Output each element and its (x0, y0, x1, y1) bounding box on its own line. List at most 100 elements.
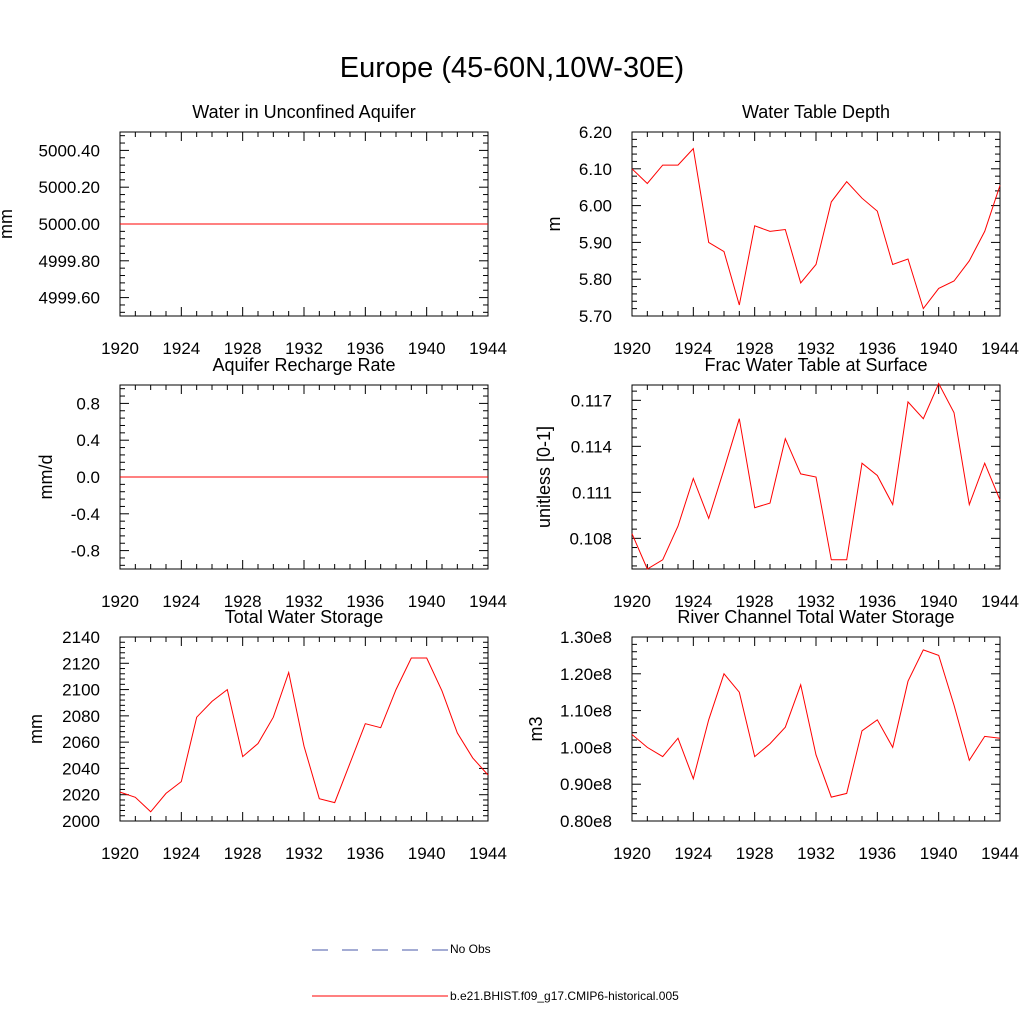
panel-title: River Channel Total Water Storage (677, 607, 954, 627)
series-line (631, 382, 1001, 570)
y-tick-label: 4999.80 (39, 252, 100, 271)
x-tick-label: 1932 (797, 844, 835, 863)
y-tick-label: 0.108 (569, 529, 612, 548)
y-tick-label: 2000 (62, 812, 100, 831)
x-tick-label: 1928 (224, 339, 262, 358)
x-tick-label: 1940 (920, 844, 958, 863)
x-tick-label: 1920 (101, 592, 139, 611)
y-tick-label: 2100 (62, 681, 100, 700)
y-tick-label: -0.8 (71, 542, 100, 561)
figure-title: Europe (45-60N,10W-30E) (339, 52, 685, 84)
x-tick-label: 1928 (224, 592, 262, 611)
y-tick-label: 6.20 (579, 123, 612, 142)
x-tick-label: 1924 (674, 592, 712, 611)
x-tick-label: 1932 (797, 592, 835, 611)
x-tick-label: 1936 (858, 339, 896, 358)
x-tick-label: 1936 (858, 592, 896, 611)
y-axis-label: m3 (526, 716, 546, 741)
panel-title: Water Table Depth (742, 102, 890, 122)
x-tick-label: 1944 (981, 339, 1019, 358)
y-tick-label: 2020 (62, 786, 100, 805)
y-axis-label: unitless [0-1] (534, 426, 554, 528)
chart-panel-2: Water Table Depth 1920 1924 1928 1932 1936 194… (544, 102, 1019, 358)
x-tick-label: 1920 (613, 339, 651, 358)
y-tick-label: 0.114 (571, 437, 612, 456)
chart-panel-1: Water in Unconfined Aquifer 1920 1924 1928 1… (0, 102, 507, 358)
plot-frame (119, 636, 489, 822)
x-tick-label: 1944 (981, 844, 1019, 863)
y-tick-label: 4999.60 (39, 289, 100, 308)
chart-panel-6: River Channel Total Water Storage 1920 192… (526, 607, 1019, 863)
panel-title: Water in Unconfined Aquifer (192, 102, 415, 122)
x-tick-label: 1924 (674, 844, 712, 863)
y-tick-label: 5.80 (579, 270, 612, 289)
x-tick-label: 1920 (101, 844, 139, 863)
y-tick-label: 2140 (62, 628, 100, 647)
x-tick-label: 1944 (469, 592, 507, 611)
y-tick-label: 0.90e8 (560, 775, 612, 794)
x-tick-label: 1940 (920, 592, 958, 611)
x-tick-label: 1936 (858, 844, 896, 863)
y-tick-label: 0.117 (571, 391, 612, 410)
x-tick-label: 1944 (469, 339, 507, 358)
chart-panel-5: Total Water Storage 1920 1924 1928 1932 1936 1… (26, 607, 507, 863)
panel-title: Frac Water Table at Surface (704, 355, 927, 375)
x-tick-label: 1932 (285, 592, 323, 611)
x-tick-label: 1936 (346, 844, 384, 863)
x-tick-label: 1944 (469, 844, 507, 863)
x-tick-label: 1928 (736, 339, 774, 358)
y-tick-label: 2060 (62, 733, 100, 752)
y-tick-label: 0.111 (572, 483, 612, 502)
y-axis-label: mm (0, 209, 16, 239)
x-tick-label: 1940 (408, 339, 446, 358)
y-tick-label: 0.4 (76, 431, 100, 450)
y-tick-label: 1.20e8 (560, 665, 612, 684)
y-tick-label: 5000.20 (39, 178, 100, 197)
x-tick-label: 1920 (101, 339, 139, 358)
x-tick-label: 1944 (981, 592, 1019, 611)
x-tick-label: 1924 (674, 339, 712, 358)
panel-title: Total Water Storage (225, 607, 383, 627)
legend-samples (312, 949, 448, 997)
y-tick-label: 5000.40 (39, 141, 100, 160)
panel-title: Aquifer Recharge Rate (212, 355, 395, 375)
y-tick-label: 5000.00 (39, 215, 100, 234)
x-tick-label: 1928 (736, 592, 774, 611)
y-tick-label: 6.00 (579, 197, 612, 216)
y-axis-label: mm (26, 714, 46, 744)
y-tick-label: 1.30e8 (560, 628, 612, 647)
x-tick-label: 1932 (797, 339, 835, 358)
x-tick-label: 1936 (346, 592, 384, 611)
x-tick-label: 1928 (224, 844, 262, 863)
y-tick-label: 0.80e8 (560, 812, 612, 831)
legend-label-model-run: b.e21.BHIST.f09_g17.CMIP6-historical.005 (450, 989, 679, 1003)
x-tick-label: 1932 (285, 339, 323, 358)
y-tick-label: 0.8 (76, 394, 100, 413)
series-line (631, 147, 1001, 310)
x-tick-label: 1920 (613, 592, 651, 611)
legend-label-no-obs: No Obs (450, 942, 491, 956)
x-tick-label: 1940 (408, 844, 446, 863)
x-tick-label: 1940 (920, 339, 958, 358)
y-tick-label: -0.4 (71, 505, 100, 524)
x-tick-label: 1924 (162, 844, 200, 863)
x-tick-label: 1932 (285, 844, 323, 863)
x-tick-label: 1936 (346, 339, 384, 358)
y-tick-label: 2080 (62, 707, 100, 726)
y-tick-label: 6.10 (579, 160, 612, 179)
y-axis-label: mm/d (36, 455, 56, 500)
x-tick-label: 1940 (408, 592, 446, 611)
series-line (631, 649, 1001, 798)
y-tick-label: 2040 (62, 759, 100, 778)
x-tick-label: 1928 (736, 844, 774, 863)
chart-panel-3: Aquifer Recharge Rate 1920 1924 1928 1932 193… (36, 355, 507, 611)
plot-frame (631, 131, 1001, 317)
x-tick-label: 1924 (162, 339, 200, 358)
x-tick-label: 1924 (162, 592, 200, 611)
x-tick-label: 1920 (613, 844, 651, 863)
chart-panel-4: Frac Water Table at Surface 1920 1924 1928 1… (534, 355, 1019, 611)
y-tick-label: 5.90 (579, 233, 612, 252)
plot-frame (631, 636, 1001, 822)
y-axis-label: m (544, 217, 564, 232)
